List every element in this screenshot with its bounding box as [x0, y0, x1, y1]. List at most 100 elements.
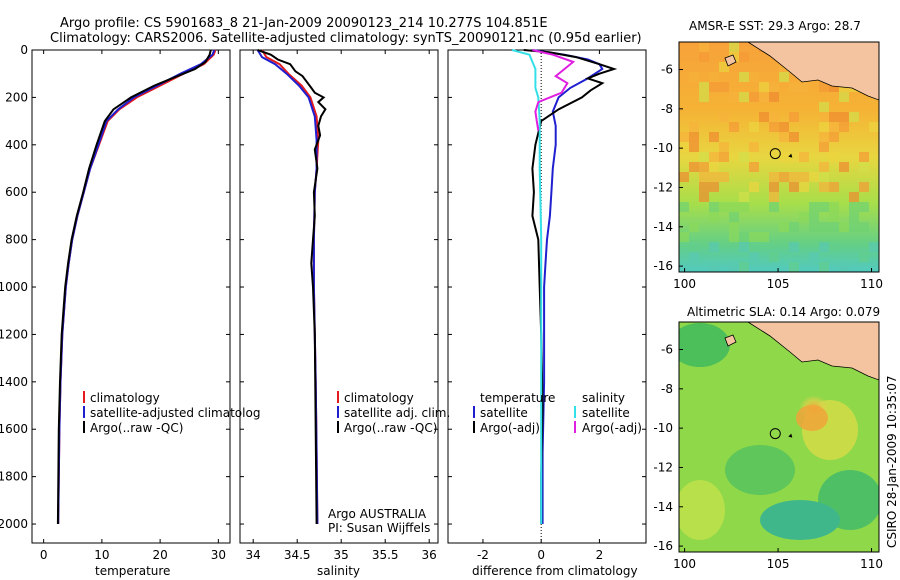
sst-pixel — [699, 172, 709, 182]
sst-pixel — [689, 162, 699, 172]
sst-pixel — [709, 182, 719, 192]
sst-pixel — [729, 202, 739, 212]
sst-pixel — [779, 72, 789, 82]
sst-pixel — [769, 82, 779, 92]
sla-patch — [725, 445, 795, 495]
sst-pixel — [709, 212, 719, 222]
legend-temp-satellite: satellite — [480, 406, 528, 420]
sst-pixel — [859, 222, 869, 232]
sst-pixel — [749, 92, 759, 102]
sst-pixel — [739, 242, 749, 252]
sst-pixel — [769, 92, 779, 102]
sst-pixel — [719, 202, 729, 212]
y-tick-label: -12 — [653, 460, 673, 474]
credit-stamp: CSIRO 28-Jan-2009 10:35:07 — [885, 376, 899, 548]
sst-pixel — [719, 172, 729, 182]
argo-location-marker — [769, 428, 781, 440]
sst-pixel — [709, 162, 719, 172]
sst-pixel — [819, 242, 829, 252]
sst-pixel — [789, 172, 799, 182]
sst-pixel — [699, 52, 709, 62]
sst-pixel — [799, 212, 809, 222]
sst-pixel — [819, 82, 829, 92]
sst-pixel — [829, 112, 839, 122]
sst-pixel — [769, 182, 779, 192]
sla-patch — [760, 500, 840, 540]
legend-satellite: satellite adj. clim. — [344, 406, 450, 420]
y-tick-label: 400 — [5, 138, 28, 152]
sst-pixel — [689, 222, 699, 232]
sst-pixel — [819, 162, 829, 172]
sst-map — [679, 42, 879, 272]
sst-pixel — [679, 202, 689, 212]
sst-pixel — [829, 242, 839, 252]
x-tick-label: 35 — [334, 548, 349, 562]
y-tick-label: -14 — [653, 500, 673, 514]
x-tick-label: 105 — [767, 557, 790, 571]
x-tick-label: 100 — [673, 277, 696, 291]
land-island — [724, 54, 737, 67]
salinity-plot: 34 34.5 35 35.5 36 — [240, 49, 438, 562]
sst-pixel — [759, 92, 769, 102]
sst-pixel — [839, 162, 849, 172]
header-line2: Climatology: CARS2006. Satellite-adjuste… — [50, 31, 642, 46]
y-tick-label: -14 — [653, 220, 673, 234]
x-tick-label: 100 — [673, 557, 696, 571]
x-tick-label: 0 — [537, 548, 545, 562]
sst-pixel — [729, 232, 739, 242]
sst-pixel — [819, 222, 829, 232]
sst-pixel — [809, 212, 819, 222]
sst-pixel — [859, 152, 869, 162]
sst-map-frame — [678, 41, 880, 273]
sst-pixel — [749, 232, 759, 242]
sst-pixel — [729, 122, 739, 132]
sst-pixel — [749, 242, 759, 252]
land-sumatra-java — [747, 42, 879, 101]
sst-pixel — [839, 222, 849, 232]
sst-pixel — [779, 172, 789, 182]
x-tick-label: 110 — [860, 557, 883, 571]
sst-pixel — [769, 112, 779, 122]
sst-pixel — [849, 202, 859, 212]
sst-pixel — [789, 112, 799, 122]
sla-high-core — [796, 405, 828, 431]
sst-pixel — [819, 142, 829, 152]
y-tick-label: -10 — [653, 141, 673, 155]
series-line — [261, 49, 320, 525]
y-tick-label: 0 — [20, 43, 28, 57]
sst-pixel — [829, 152, 839, 162]
sst-pixel — [789, 182, 799, 192]
sst-pixel — [739, 232, 749, 242]
x-tick-label: 35.5 — [372, 548, 399, 562]
y-tick-label: -16 — [653, 259, 673, 273]
sst-pixel — [719, 112, 729, 122]
sst-pixel — [839, 92, 849, 102]
sst-pixel — [749, 252, 759, 262]
series-line — [57, 49, 216, 525]
sla-patch — [679, 480, 725, 540]
y-tick-label: 1200 — [0, 327, 28, 341]
x-tick-label: 105 — [767, 277, 790, 291]
sst-pixel — [789, 132, 799, 142]
sst-pixel — [679, 172, 689, 182]
sst-pixel — [809, 172, 819, 182]
float-arrow-marker — [788, 433, 793, 438]
sst-pixel — [809, 222, 819, 232]
sst-pixel — [739, 262, 749, 272]
y-tick-label: 2000 — [0, 517, 28, 531]
y-tick-label: 600 — [5, 185, 28, 199]
x-tick-label: 0 — [40, 548, 48, 562]
sst-pixel — [819, 122, 829, 132]
sst-pixel — [829, 182, 839, 192]
sst-pixel — [799, 182, 809, 192]
sst-pixel — [789, 152, 799, 162]
temperature-axes — [31, 49, 231, 544]
sst-pixel — [849, 192, 859, 202]
sst-pixel — [679, 142, 689, 152]
sst-pixel — [699, 82, 709, 92]
series-line — [511, 49, 543, 524]
sst-pixel — [739, 152, 749, 162]
series-line — [257, 49, 327, 525]
legend-satellite: satellite-adjusted climatolog — [90, 406, 260, 420]
